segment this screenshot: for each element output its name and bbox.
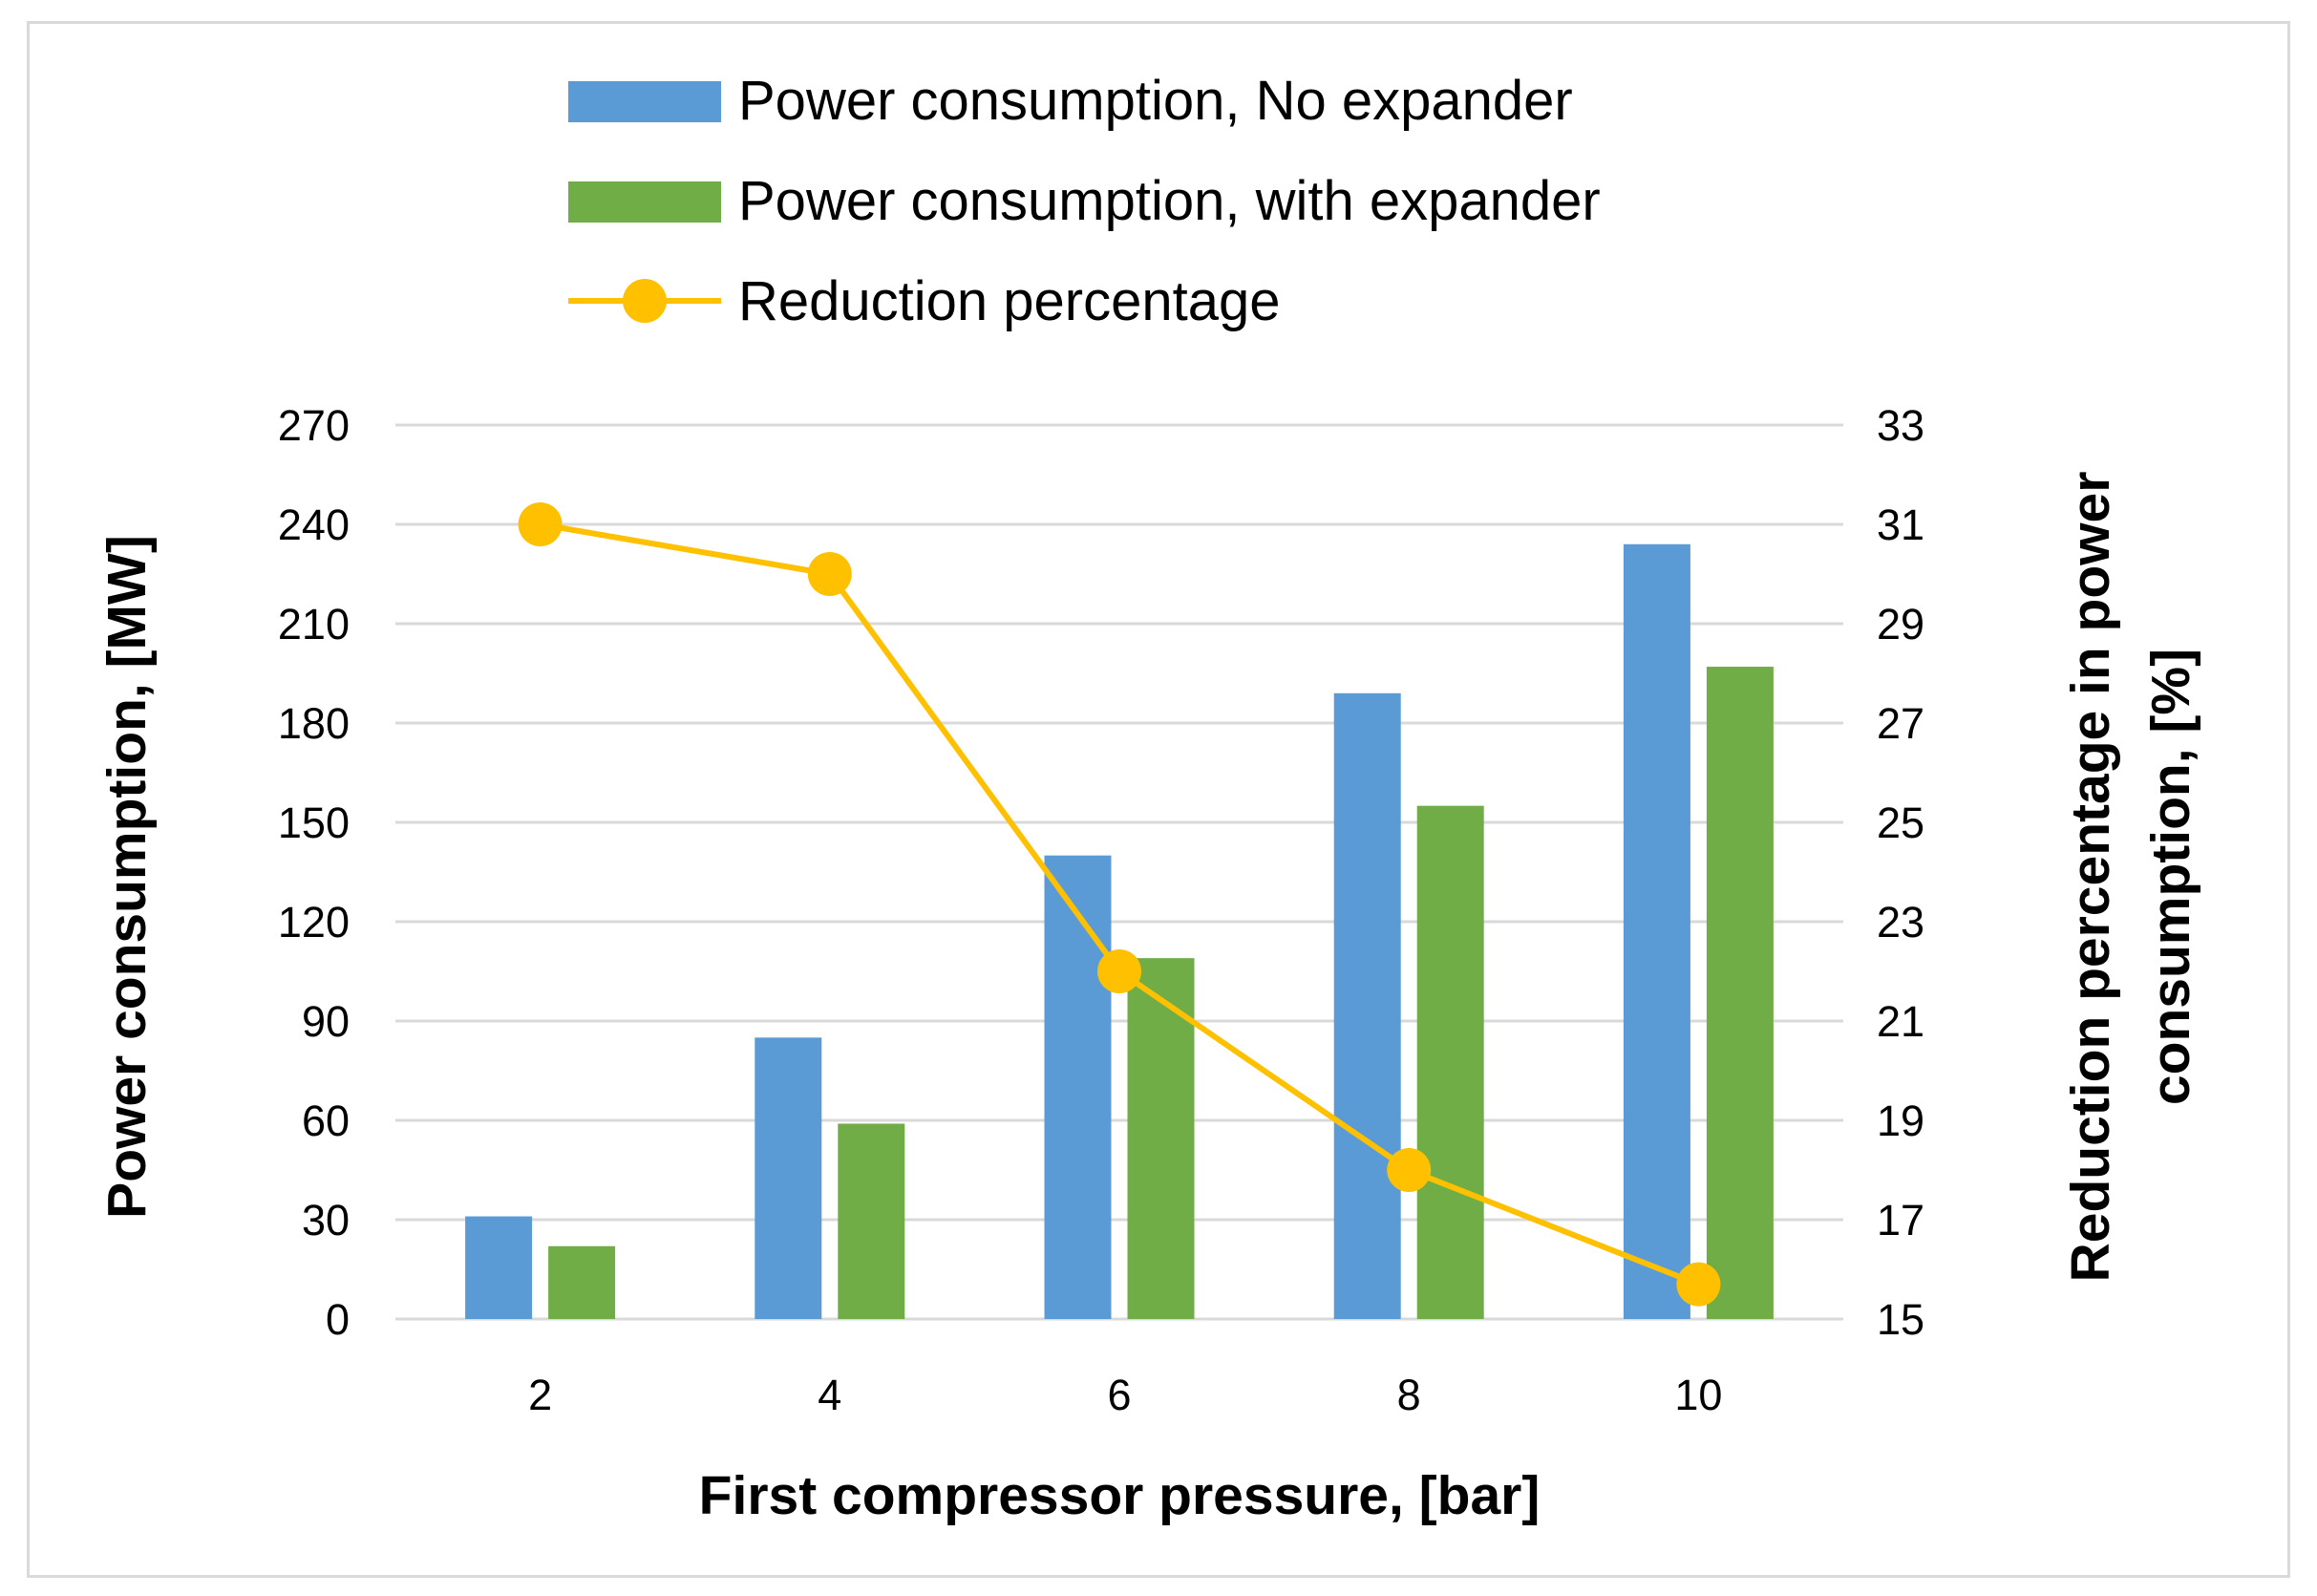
- x-tick-label: 2: [528, 1371, 552, 1419]
- y2-tick-label: 19: [1877, 1096, 1924, 1145]
- reduction-point: [518, 502, 563, 546]
- reduction-point: [1676, 1262, 1721, 1307]
- y-tick-label: 30: [302, 1196, 350, 1245]
- bar-with-expander: [838, 1123, 905, 1319]
- legend-swatch-reduction-marker: [623, 279, 667, 323]
- x-tick-label: 4: [818, 1371, 841, 1419]
- x-axis-title: First compressor pressure, [bar]: [699, 1465, 1541, 1526]
- reduction-point: [807, 552, 852, 596]
- y2-tick-label: 27: [1877, 699, 1924, 748]
- y-axis-title: Power consumption, [MW]: [96, 535, 158, 1219]
- legend-label-with-expander: Power consumption, with expander: [738, 170, 1601, 232]
- bar-with-expander: [1416, 805, 1484, 1319]
- y2-tick-label: 21: [1877, 997, 1924, 1046]
- y-tick-label: 180: [278, 699, 350, 748]
- y2-tick-label: 23: [1877, 898, 1924, 947]
- y-tick-label: 90: [302, 997, 350, 1046]
- y2-axis-title-line1: Reduction percentage in power: [2060, 472, 2121, 1283]
- y-tick-label: 0: [326, 1295, 350, 1344]
- x-tick-label: 8: [1397, 1371, 1421, 1419]
- y2-tick-label: 17: [1877, 1196, 1924, 1245]
- y2-tick-label: 31: [1877, 500, 1924, 549]
- reduction-point: [1097, 949, 1141, 993]
- x-tick-label: 6: [1107, 1371, 1131, 1419]
- legend-swatch-no-expander: [568, 81, 721, 122]
- y2-tick-label: 15: [1877, 1295, 1924, 1344]
- y-tick-label: 210: [278, 600, 350, 649]
- gridlines: [395, 423, 1843, 1321]
- bar-with-expander: [548, 1245, 616, 1319]
- x-tick-label: 10: [1674, 1371, 1722, 1419]
- y2-tick-label: 29: [1877, 600, 1924, 649]
- legend-label-no-expander: Power consumption, No expander: [738, 70, 1573, 132]
- y-tick-label: 240: [278, 500, 350, 549]
- y2-axis-title-line2: consumption, [%]: [2140, 649, 2201, 1105]
- y2-tick-label: 25: [1877, 798, 1924, 847]
- tick-labels: 0306090120150180210240270151719212325272…: [278, 401, 1924, 1419]
- y-tick-label: 60: [302, 1096, 350, 1145]
- bar-no-expander: [465, 1216, 533, 1319]
- reduction-polyline: [540, 521, 1700, 1287]
- bar-no-expander: [1623, 543, 1690, 1319]
- bar-no-expander: [1333, 692, 1401, 1319]
- reduction-line: [518, 502, 1721, 1307]
- legend-label-reduction: Reduction percentage: [738, 270, 1281, 332]
- bar-with-expander: [1127, 958, 1195, 1319]
- legend-swatch-with-expander: [568, 181, 721, 223]
- reduction-point: [1387, 1148, 1432, 1192]
- legend: Power consumption, No expander Power con…: [568, 70, 1601, 332]
- bars: [465, 543, 1774, 1319]
- bar-no-expander: [1044, 855, 1112, 1319]
- bar-no-expander: [755, 1037, 822, 1319]
- y-tick-label: 270: [278, 401, 350, 450]
- y-tick-label: 120: [278, 898, 350, 947]
- bar-with-expander: [1706, 667, 1774, 1319]
- y2-tick-label: 33: [1877, 401, 1924, 450]
- y-tick-label: 150: [278, 798, 350, 847]
